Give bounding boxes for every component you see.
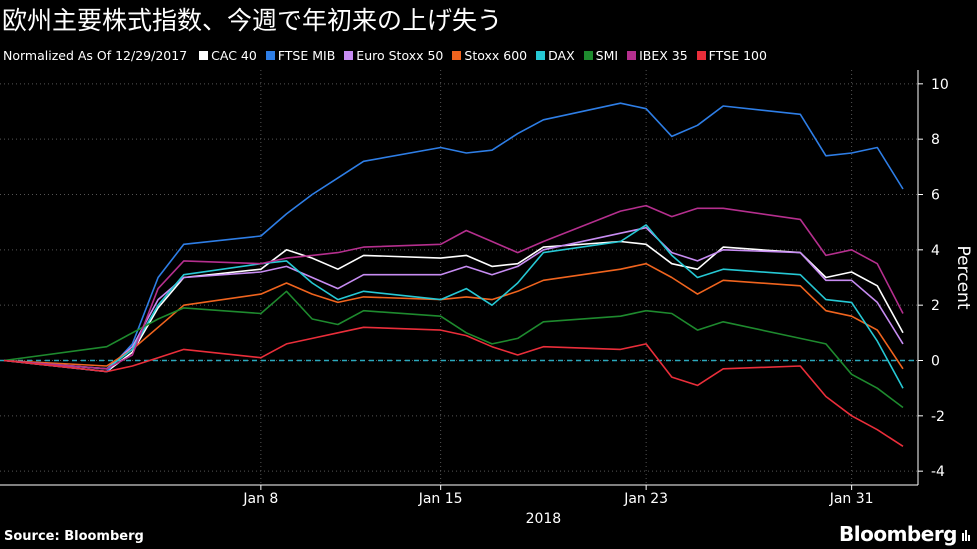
- y-tick-label: 2: [931, 298, 940, 314]
- series-line: [3, 290, 904, 409]
- series-line: [3, 326, 904, 447]
- legend-item: Euro Stoxx 50: [344, 48, 443, 63]
- series-line: [3, 240, 904, 373]
- legend-label: DAX: [548, 48, 575, 63]
- y-tick-label: 10: [931, 77, 949, 93]
- x-axis-label: 2018: [526, 511, 562, 527]
- legend-swatch: [627, 51, 637, 60]
- x-tick-label: Jan 23: [623, 491, 668, 507]
- y-axis-label: Percent: [953, 246, 973, 310]
- series-line: [3, 224, 904, 389]
- legend-label: Stoxx 600: [464, 48, 528, 63]
- legend-swatch: [344, 51, 354, 60]
- legend-items: CAC 40 FTSE MIB Euro Stoxx 50 Stoxx 600 DAX S…: [199, 48, 776, 63]
- legend-label: FTSE 100: [708, 48, 767, 63]
- x-tick-label: Jan 8: [242, 491, 278, 507]
- bloomberg-logo: Bloomberg: [839, 522, 957, 546]
- y-tick-label: -4: [931, 464, 945, 480]
- legend-label: IBEX 35: [639, 48, 688, 63]
- legend-swatch: [265, 51, 275, 60]
- legend-item: FTSE 100: [696, 48, 767, 63]
- legend-item: CAC 40: [199, 48, 257, 63]
- legend-swatch: [536, 51, 546, 60]
- y-tick-label: 6: [931, 188, 940, 204]
- x-tick-label: Jan 31: [829, 491, 874, 507]
- legend-item: Stoxx 600: [452, 48, 527, 63]
- legend-normalization-note: Normalized As Of 12/29/2017: [3, 48, 188, 63]
- chart-title: 欧州主要株式指数、今週で年初来の上げ失う: [2, 6, 503, 35]
- legend-item: SMI: [583, 48, 619, 63]
- legend-item: IBEX 35: [627, 48, 688, 63]
- legend-item: FTSE MIB: [265, 48, 336, 63]
- legend-swatch: [199, 51, 209, 60]
- legend-label: SMI: [595, 48, 619, 63]
- series-line: [3, 262, 904, 370]
- x-tick-label: Jan 15: [418, 491, 463, 507]
- legend-swatch: [452, 51, 462, 60]
- legend-swatch: [583, 51, 593, 60]
- legend-item: DAX: [536, 48, 575, 63]
- y-tick-label: 4: [931, 243, 940, 259]
- legend-label: Euro Stoxx 50: [356, 48, 444, 63]
- source-label: Source: Bloomberg: [4, 529, 144, 544]
- y-tick-label: 8: [931, 132, 940, 148]
- series-line: [3, 102, 904, 373]
- legend-swatch: [696, 51, 706, 60]
- series-line: [3, 204, 904, 370]
- series-line: [3, 226, 904, 370]
- y-tick-label: -2: [931, 409, 945, 425]
- bloomberg-mark-icon: [962, 530, 970, 541]
- legend-label: FTSE MIB: [277, 48, 336, 63]
- y-tick-label: 0: [931, 354, 940, 370]
- legend: Normalized As Of 12/29/2017 CAC 40 FTSE M…: [3, 48, 776, 63]
- legend-label: CAC 40: [211, 48, 257, 63]
